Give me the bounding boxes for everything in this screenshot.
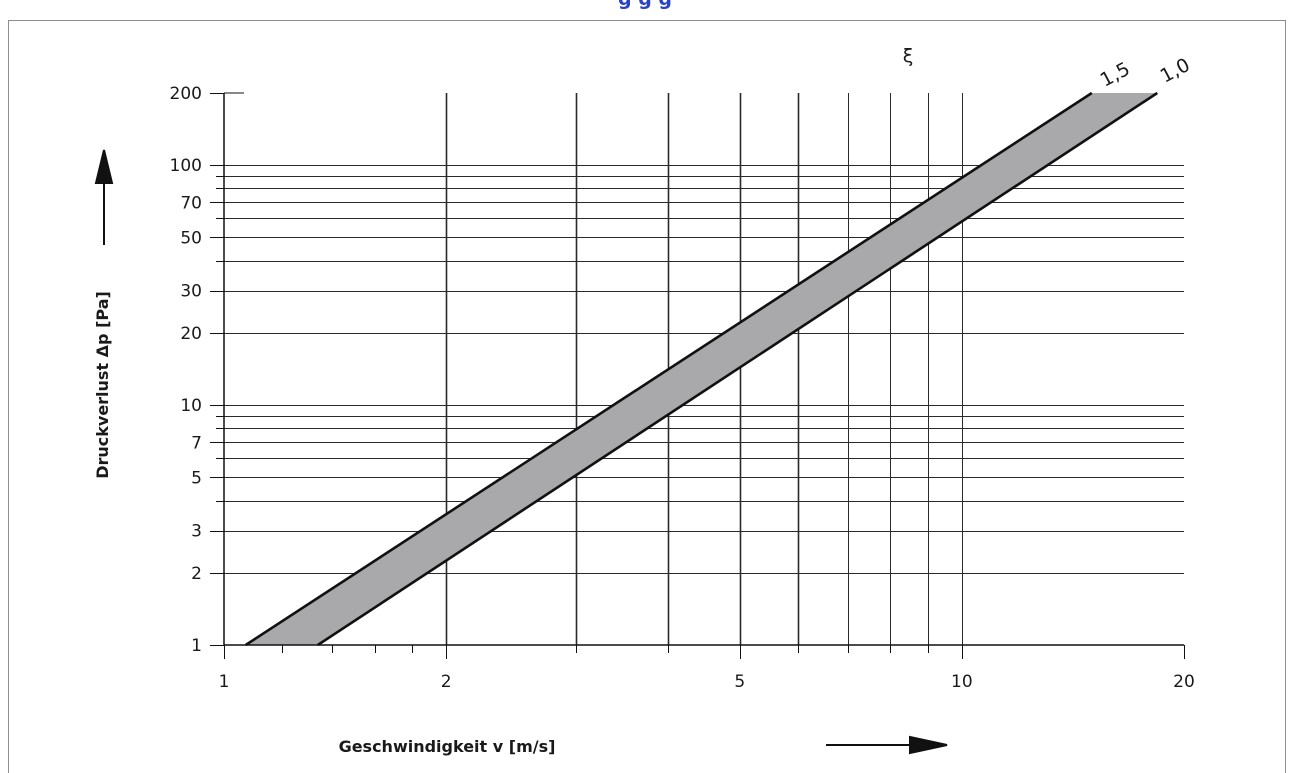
chart-frame bbox=[8, 20, 1286, 773]
y-tick-label: 1 bbox=[191, 636, 202, 656]
x-tick-label: 1 bbox=[219, 672, 230, 692]
series-line-0 bbox=[244, 91, 1093, 647]
pressure-band bbox=[244, 91, 1158, 647]
y-tick-label: 200 bbox=[170, 84, 202, 104]
y-axis-arrow bbox=[94, 149, 114, 245]
y-axis-title: Druckverlust Δp [Pa] bbox=[93, 291, 112, 479]
axes bbox=[210, 92, 1185, 659]
y-tick-label: 30 bbox=[180, 282, 202, 302]
y-tick-label: 7 bbox=[191, 433, 202, 453]
x-axis-title: Geschwindigkeit v [m/s] bbox=[339, 737, 556, 756]
curve-label-1-5: 1,5 bbox=[1097, 58, 1134, 92]
x-tick-label: 10 bbox=[951, 672, 973, 692]
y-tick-label: 5 bbox=[191, 468, 202, 488]
gridlines bbox=[224, 93, 1184, 645]
y-tick-label: 50 bbox=[180, 228, 202, 248]
x-tick-label: 2 bbox=[441, 672, 452, 692]
page-title: g g g bbox=[618, 0, 672, 10]
tick-labels: 1 2 3 5 7 10 20 30 50 70 100 200 1 2 5 10 20 bbox=[170, 84, 1195, 692]
x-tick-label: 20 bbox=[1173, 672, 1195, 692]
curve-label-1-0: 1,0 bbox=[1157, 54, 1194, 88]
pressure-band-fill bbox=[245, 93, 1158, 645]
y-tick-label: 70 bbox=[180, 193, 202, 213]
y-tick-label: 3 bbox=[191, 522, 202, 542]
y-tick-label: 100 bbox=[170, 156, 202, 176]
y-tick-label: 10 bbox=[180, 396, 202, 416]
xi-symbol: ξ bbox=[903, 45, 914, 67]
y-tick-label: 20 bbox=[180, 324, 202, 344]
x-tick-label: 5 bbox=[734, 672, 745, 692]
series-line-1 bbox=[317, 91, 1158, 647]
y-tick-label: 2 bbox=[191, 564, 202, 584]
x-axis-arrow bbox=[826, 735, 948, 755]
